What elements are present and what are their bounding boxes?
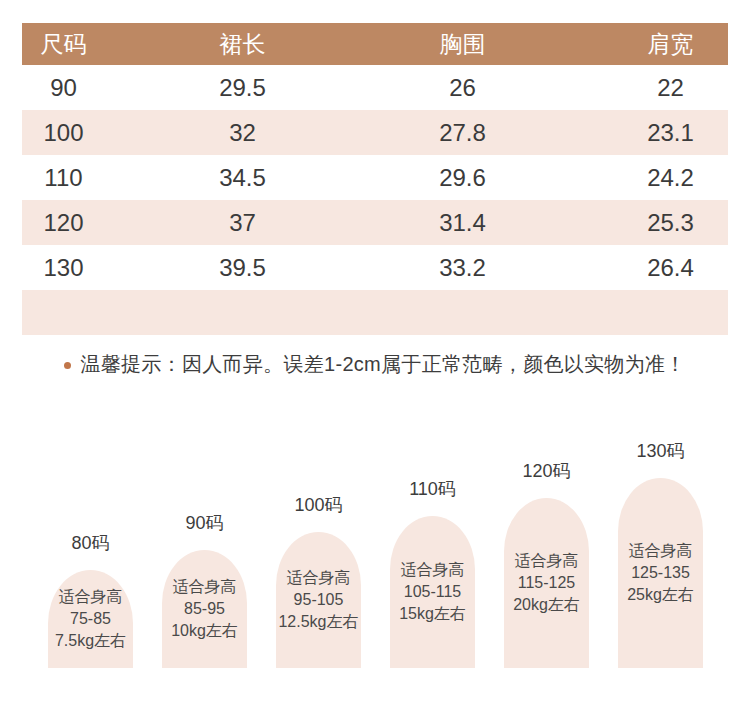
bar-fit-label: 适合身高 — [287, 567, 351, 589]
bar-height-range: 95-105 — [294, 589, 344, 611]
size-bar-group-110: 110码 适合身高 105-115 15kg左右 — [390, 477, 475, 668]
bar-weight: 10kg左右 — [171, 620, 238, 642]
bar-weight: 25kg左右 — [627, 584, 694, 606]
size-bar: 适合身高 95-105 12.5kg左右 — [276, 532, 361, 668]
bar-label: 100码 — [294, 493, 342, 517]
size-bars-chart: 80码 适合身高 75-85 7.5kg左右 90码 适合身高 85-95 10… — [0, 0, 750, 710]
bar-weight: 15kg左右 — [399, 603, 466, 625]
bar-fit-label: 适合身高 — [173, 576, 237, 598]
bar-fit-label: 适合身高 — [59, 586, 123, 608]
bar-height-range: 85-95 — [184, 598, 225, 620]
bar-label: 120码 — [522, 459, 570, 483]
size-bar: 适合身高 75-85 7.5kg左右 — [48, 570, 133, 668]
size-bar-group-80: 80码 适合身高 75-85 7.5kg左右 — [48, 531, 133, 668]
bar-label: 130码 — [636, 439, 684, 463]
bar-weight: 12.5kg左右 — [278, 611, 358, 633]
size-chart-page: 尺码 裙长 胸围 肩宽 90 29.5 26 22 100 32 27.8 23… — [0, 0, 750, 710]
bar-fit-label: 适合身高 — [515, 550, 579, 572]
size-bar: 适合身高 85-95 10kg左右 — [162, 550, 247, 668]
bar-label: 90码 — [185, 511, 223, 535]
bar-height-range: 105-115 — [404, 581, 462, 603]
size-bar-group-130: 130码 适合身高 125-135 25kg左右 — [618, 439, 703, 668]
size-bar: 适合身高 115-125 20kg左右 — [504, 498, 589, 668]
bar-weight: 20kg左右 — [513, 594, 580, 616]
bar-label: 80码 — [71, 531, 109, 555]
bar-weight: 7.5kg左右 — [55, 630, 126, 652]
bar-height-range: 75-85 — [70, 608, 111, 630]
size-bar: 适合身高 125-135 25kg左右 — [618, 478, 703, 668]
size-bar: 适合身高 105-115 15kg左右 — [390, 516, 475, 668]
size-bar-group-90: 90码 适合身高 85-95 10kg左右 — [162, 511, 247, 668]
bar-height-range: 125-135 — [631, 562, 690, 584]
bar-fit-label: 适合身高 — [401, 559, 465, 581]
bar-fit-label: 适合身高 — [629, 540, 693, 562]
bar-label: 110码 — [409, 477, 456, 501]
bar-height-range: 115-125 — [518, 572, 576, 594]
size-bar-group-100: 100码 适合身高 95-105 12.5kg左右 — [276, 493, 361, 668]
size-bar-group-120: 120码 适合身高 115-125 20kg左右 — [504, 459, 589, 668]
